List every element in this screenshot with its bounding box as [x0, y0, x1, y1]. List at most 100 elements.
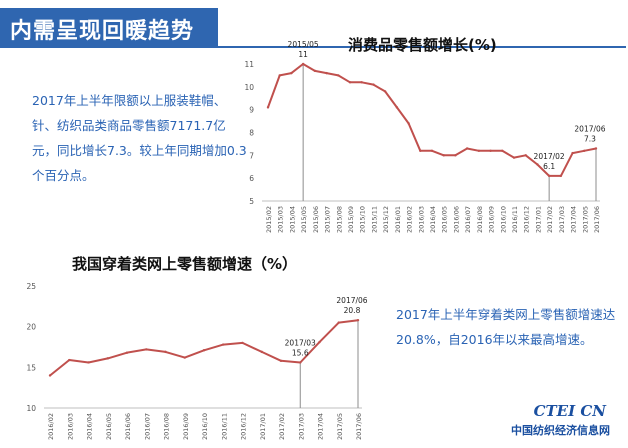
chart1-data-point — [547, 174, 551, 178]
chart1-xtick-label: 2015/06 — [312, 206, 320, 233]
chart2-xtick-label: 2016/04 — [86, 413, 94, 440]
chart1-data-point — [442, 154, 445, 157]
chart2-series-line — [49, 319, 359, 377]
chart2-xtick-label: 2017/04 — [317, 413, 325, 440]
page-title: 内需呈现回暖趋势 — [10, 19, 195, 44]
chart2-data-point — [299, 361, 302, 364]
chart1-xtick-label: 2015/02 — [265, 206, 273, 233]
chart1-data-point — [594, 147, 598, 150]
chart2-annotation-value: 20.8 — [344, 306, 361, 315]
chart2-xtick-label: 2016/12 — [240, 413, 248, 440]
chart1-data-point — [325, 71, 328, 75]
chart2-data-point — [48, 374, 52, 377]
chart1-xtick-label: 2017/06 — [593, 206, 601, 233]
chart1-data-point — [524, 154, 527, 157]
chart2-ytick-label: 25 — [26, 282, 36, 291]
chart1-data-point — [278, 74, 281, 77]
chart2-xtick-label: 2017/05 — [336, 413, 344, 440]
chart1-data-point — [290, 71, 293, 75]
summary-note-online: 2017年上半年穿着类网上零售额增速达20.8%，自2016年以来最高增速。 — [396, 307, 616, 347]
chart1-xtick-label: 2015/07 — [324, 206, 332, 233]
chart2-data-point — [337, 321, 340, 324]
chart1-xtick-label: 2016/06 — [452, 206, 460, 233]
chart1-xtick-label: 2015/12 — [382, 206, 390, 233]
chart1-xtick-label: 2015/10 — [359, 206, 367, 233]
chart2-data-point — [164, 350, 167, 354]
chart1-xtick-label: 2016/07 — [464, 206, 472, 233]
chart1-xtick-label: 2016/11 — [511, 206, 519, 233]
chart2-xtick-label: 2017/03 — [297, 413, 305, 440]
site-logo: CTEI CN 中国纺织经济信息网 — [474, 400, 614, 444]
summary-note-retail: 2017年上半年限额以上服装鞋帽、针、纺织品类商品零售额7171.7亿元，同比增… — [32, 93, 247, 183]
chart1-xtick-label: 2016/08 — [476, 206, 484, 233]
chart1-xtick-label: 2016/02 — [406, 206, 414, 233]
chart1-data-point — [489, 149, 492, 152]
chart1-data-point — [454, 154, 457, 157]
chart1-data-point — [465, 147, 469, 150]
chart1-xtick-label: 2016/01 — [394, 206, 402, 233]
chart1-ytick-label: 8 — [249, 129, 254, 138]
chart1-data-point — [501, 149, 504, 152]
chart1-xtick-label: 2016/10 — [499, 206, 507, 233]
chart1-data-point — [266, 106, 270, 109]
chart2-xtick-label: 2016/05 — [105, 413, 113, 440]
chart1-data-point — [536, 163, 539, 166]
logo-mark: CTEI CN — [533, 402, 606, 420]
chart2-data-point — [260, 350, 263, 354]
chart1-annotation-value: 11 — [298, 50, 308, 59]
chart2-xtick-label: 2017/06 — [355, 413, 363, 440]
chart2-data-point — [183, 356, 186, 359]
chart1-annotation-date: 2017/02 — [534, 152, 565, 161]
chart1-annotation-date: 2015/05 — [288, 40, 319, 49]
chart2-annotation-date: 2017/06 — [336, 296, 367, 305]
chart2-data-point — [202, 349, 206, 352]
chart1-data-point — [407, 122, 410, 125]
chart1-xtick-label: 2017/02 — [546, 206, 554, 233]
chart1-data-point — [419, 149, 422, 152]
chart2-title: 我国穿着类网上零售额增速（%） — [72, 255, 298, 273]
chart1-data-point — [313, 69, 317, 73]
chart1-data-point — [571, 151, 574, 155]
chart1-ytick-label: 6 — [249, 174, 254, 183]
chart1-xtick-label: 2015/09 — [347, 206, 355, 233]
chart2-data-point — [222, 343, 225, 346]
chart1-ytick-label: 9 — [249, 106, 254, 115]
chart2-xtick-label: 2016/07 — [143, 413, 151, 440]
chart2-xtick-label: 2016/02 — [47, 413, 55, 440]
chart2-data-point — [87, 361, 90, 364]
chart1-xtick-label: 2017/03 — [558, 206, 566, 233]
chart1-xtick-label: 2016/12 — [523, 206, 531, 233]
chart1-xtick-label: 2016/09 — [488, 206, 496, 233]
chart1-xtick-label: 2017/04 — [570, 206, 578, 233]
chart1-xtick-label: 2015/03 — [277, 206, 285, 233]
chart1-annotation-value: 7.3 — [584, 134, 596, 143]
chart2-data-point — [106, 357, 109, 360]
chart2-data-point — [279, 359, 283, 363]
chart1-data-point — [360, 81, 363, 84]
chart2-xtick-label: 2016/11 — [220, 413, 228, 440]
chart1-xtick-label: 2017/01 — [534, 206, 542, 233]
chart1-xtick-label: 2015/05 — [300, 206, 308, 233]
chart1-xtick-label: 2016/05 — [441, 206, 449, 233]
chart1-xtick-label: 2017/05 — [581, 206, 589, 233]
chart1-xtick-label: 2015/04 — [288, 206, 296, 233]
chart2-ytick-label: 20 — [26, 323, 36, 332]
logo-text: 中国纺织经济信息网 — [511, 424, 610, 437]
title-underline — [0, 46, 626, 48]
chart2-data-point — [241, 341, 244, 345]
chart1-data-point — [512, 156, 516, 159]
chart1-data-point — [348, 81, 352, 84]
chart1-data-point — [372, 83, 375, 86]
chart2-xtick-label: 2016/06 — [124, 413, 132, 440]
chart1-xtick-label: 2015/08 — [335, 206, 343, 233]
chart1-ytick-label: 10 — [244, 83, 254, 92]
chart2-data-point — [356, 318, 360, 322]
chart2-xtick-label: 2017/02 — [278, 413, 286, 440]
chart2-data-point — [145, 348, 148, 351]
chart1-title: 消费品零售额增长(%) — [348, 36, 497, 54]
chart1-xtick-label: 2016/03 — [417, 206, 425, 233]
chart2-xtick-label: 2016/10 — [201, 413, 209, 440]
chart1-annotation-date: 2017/06 — [574, 124, 605, 133]
chart2-xtick-label: 2016/08 — [163, 413, 171, 440]
